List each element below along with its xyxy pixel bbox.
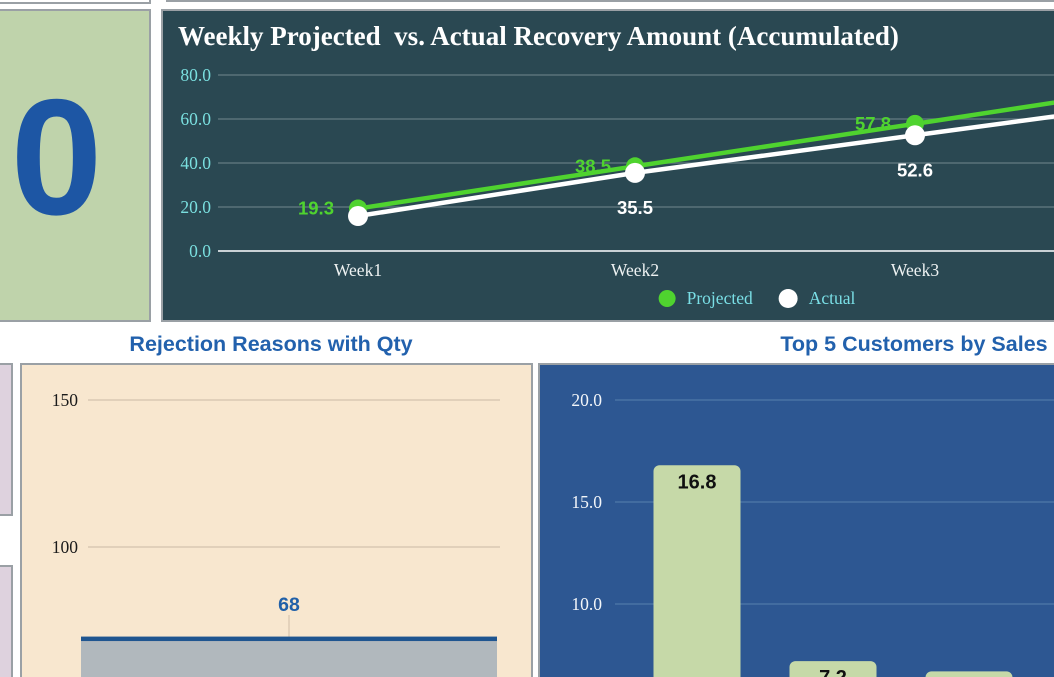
legend-label: Projected bbox=[686, 288, 753, 308]
projected-line bbox=[355, 100, 1054, 211]
projected-value-label: 38.5 bbox=[575, 155, 611, 176]
y-axis-tick-label: 20.0 bbox=[571, 390, 602, 410]
sales-bar bbox=[925, 671, 1013, 677]
clipped-panel-above-left bbox=[0, 0, 151, 4]
x-axis-category-label: Week3 bbox=[891, 260, 939, 280]
top-customers-title: Top 5 Customers by Sales bbox=[780, 332, 1048, 356]
actual-line bbox=[355, 114, 1054, 219]
line-chart-plot: 0.0 20.0 40.0 60.0 80.0 Week1 Week2 Week3 19.3 38… bbox=[180, 65, 1054, 280]
projected-value-label: 57.8 bbox=[855, 113, 891, 134]
actual-data-point bbox=[348, 206, 368, 227]
y-axis-tick-label: 150 bbox=[52, 390, 79, 410]
actual-legend-dot-icon bbox=[778, 289, 798, 308]
actual-value-label: 52.6 bbox=[897, 159, 933, 180]
y-axis-tick-label: 60.0 bbox=[180, 109, 211, 129]
bar-value-label: 16.8 bbox=[678, 471, 717, 493]
kpi-value: 0 bbox=[10, 65, 103, 249]
top-customers-chart-panel: 20.0 15.0 10.0 16.8 7.2 bbox=[538, 363, 1054, 677]
rejection-bar-top-border bbox=[81, 636, 497, 642]
rejection-bar bbox=[81, 641, 497, 677]
y-axis-tick-label: 10.0 bbox=[571, 594, 602, 614]
actual-data-point bbox=[625, 162, 645, 183]
clipped-panel-left-lower bbox=[0, 565, 13, 677]
clipped-panel-above-right bbox=[166, 0, 1054, 2]
weekly-recovery-line-chart-panel: Weekly Projected vs. Actual Recovery Amo… bbox=[161, 9, 1054, 322]
rejection-reasons-chart-panel: 150 100 68 bbox=[20, 363, 533, 677]
legend-item: Actual bbox=[778, 288, 856, 309]
y-axis-tick-label: 20.0 bbox=[180, 197, 211, 217]
actual-data-point bbox=[905, 125, 925, 146]
legend-item: Projected bbox=[658, 288, 753, 309]
y-axis-tick-label: 40.0 bbox=[180, 153, 211, 173]
projected-legend-dot-icon bbox=[658, 290, 676, 307]
legend-label: Actual bbox=[808, 288, 856, 308]
y-axis-tick-label: 80.0 bbox=[180, 65, 211, 85]
bar-value-label: 68 bbox=[278, 594, 300, 616]
rejection-reasons-title: Rejection Reasons with Qty bbox=[129, 332, 413, 356]
y-axis-tick-label: 15.0 bbox=[571, 492, 602, 512]
projected-value-label: 19.3 bbox=[298, 198, 334, 219]
clipped-panel-left-upper bbox=[0, 363, 13, 516]
x-axis-category-label: Week2 bbox=[611, 260, 659, 280]
line-chart-legend: Projected Actual bbox=[658, 288, 856, 309]
kpi-card: 0 bbox=[0, 9, 151, 322]
bar-value-label: 7.2 bbox=[819, 667, 847, 677]
y-axis-tick-label: 100 bbox=[52, 537, 79, 557]
actual-value-label: 35.5 bbox=[617, 197, 653, 218]
sales-bar bbox=[789, 661, 877, 677]
line-chart-title: Weekly Projected vs. Actual Recovery Amo… bbox=[178, 21, 899, 51]
top-customers-plot: 20.0 15.0 10.0 16.8 7.2 bbox=[571, 390, 1054, 677]
x-axis-category-label: Week1 bbox=[334, 260, 382, 280]
y-axis-tick-label: 0.0 bbox=[189, 241, 211, 261]
rejection-reasons-plot: 150 100 68 bbox=[52, 390, 500, 677]
sales-bar bbox=[653, 465, 741, 677]
